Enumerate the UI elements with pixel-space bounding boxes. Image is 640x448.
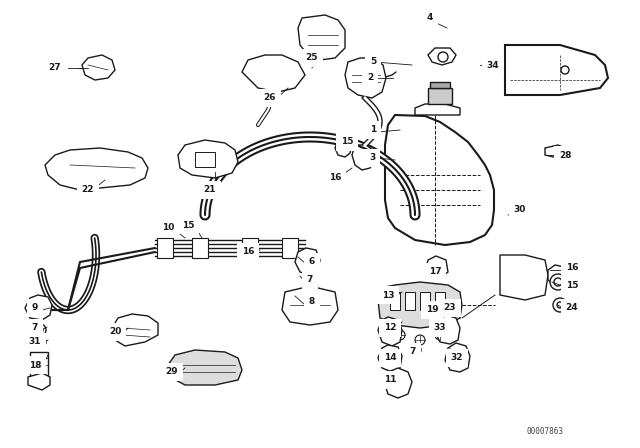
Text: 13: 13 <box>381 290 394 300</box>
Text: 30: 30 <box>514 206 526 215</box>
Text: 28: 28 <box>559 151 572 159</box>
Polygon shape <box>428 48 456 65</box>
Polygon shape <box>345 58 386 98</box>
Polygon shape <box>178 140 238 178</box>
Polygon shape <box>282 238 298 258</box>
Bar <box>390 292 400 310</box>
Text: 33: 33 <box>434 323 446 332</box>
Text: 32: 32 <box>451 353 463 362</box>
Text: 8: 8 <box>309 297 315 306</box>
Text: 18: 18 <box>29 361 41 370</box>
Polygon shape <box>445 343 470 372</box>
Polygon shape <box>378 282 462 328</box>
Circle shape <box>37 339 43 345</box>
Polygon shape <box>168 350 242 385</box>
Circle shape <box>34 324 46 336</box>
Text: 17: 17 <box>429 267 442 276</box>
Polygon shape <box>112 314 158 346</box>
Bar <box>30 352 48 377</box>
Text: 20: 20 <box>109 327 121 336</box>
Text: 12: 12 <box>384 323 396 332</box>
Circle shape <box>550 274 566 290</box>
Text: 7: 7 <box>307 276 313 284</box>
Circle shape <box>412 347 418 353</box>
Polygon shape <box>378 345 402 372</box>
Polygon shape <box>298 15 345 60</box>
Bar <box>405 292 415 310</box>
Circle shape <box>438 52 448 62</box>
Text: 1: 1 <box>370 125 376 134</box>
Text: 21: 21 <box>204 185 216 194</box>
Circle shape <box>554 278 562 286</box>
Text: 00007863: 00007863 <box>527 427 563 436</box>
Text: 27: 27 <box>49 64 61 73</box>
Polygon shape <box>384 368 412 398</box>
Text: 4: 4 <box>427 13 433 22</box>
Polygon shape <box>295 248 320 275</box>
Polygon shape <box>45 148 148 190</box>
Circle shape <box>395 330 405 340</box>
Text: 14: 14 <box>384 353 396 362</box>
Text: 15: 15 <box>566 280 579 289</box>
Text: 5: 5 <box>370 57 376 66</box>
Text: 2: 2 <box>367 73 373 82</box>
Polygon shape <box>282 288 338 325</box>
Text: 6: 6 <box>309 258 315 267</box>
Circle shape <box>561 66 569 74</box>
Polygon shape <box>500 255 548 300</box>
Bar <box>195 152 215 167</box>
Polygon shape <box>25 295 52 320</box>
Text: 34: 34 <box>486 60 499 69</box>
Text: 25: 25 <box>306 53 318 63</box>
Circle shape <box>303 275 313 285</box>
Bar <box>420 292 430 310</box>
Circle shape <box>557 302 563 308</box>
Circle shape <box>553 298 567 312</box>
Polygon shape <box>157 238 173 258</box>
Polygon shape <box>425 256 448 278</box>
Text: 3: 3 <box>369 154 375 163</box>
Polygon shape <box>505 45 608 95</box>
Text: 11: 11 <box>384 375 396 384</box>
Text: 10: 10 <box>162 224 174 233</box>
Polygon shape <box>378 317 402 346</box>
Text: 26: 26 <box>264 94 276 103</box>
Text: 19: 19 <box>426 306 438 314</box>
Text: 15: 15 <box>340 138 353 146</box>
Polygon shape <box>415 104 460 115</box>
Text: 15: 15 <box>182 220 195 229</box>
Text: 29: 29 <box>166 367 179 376</box>
Text: 16: 16 <box>566 263 579 272</box>
Text: 24: 24 <box>566 303 579 313</box>
Polygon shape <box>82 55 115 80</box>
Text: 31: 31 <box>29 337 41 346</box>
Text: 16: 16 <box>242 247 254 257</box>
Text: 22: 22 <box>82 185 94 194</box>
Polygon shape <box>435 315 460 344</box>
Polygon shape <box>548 265 575 285</box>
Text: 23: 23 <box>444 303 456 313</box>
Polygon shape <box>430 82 450 88</box>
Circle shape <box>34 336 46 348</box>
Text: 7: 7 <box>32 323 38 332</box>
Polygon shape <box>352 145 375 170</box>
Polygon shape <box>242 55 305 92</box>
Circle shape <box>415 335 425 345</box>
Circle shape <box>37 327 43 333</box>
Polygon shape <box>28 373 50 390</box>
Text: 16: 16 <box>329 173 341 182</box>
Polygon shape <box>545 145 565 158</box>
Polygon shape <box>242 238 258 258</box>
Polygon shape <box>385 115 494 245</box>
Bar <box>435 292 445 310</box>
Polygon shape <box>192 238 208 258</box>
Circle shape <box>305 277 310 283</box>
Text: 7: 7 <box>410 348 416 357</box>
Circle shape <box>409 344 421 356</box>
Circle shape <box>435 330 445 340</box>
Polygon shape <box>335 138 352 157</box>
Polygon shape <box>428 88 452 104</box>
Text: 9: 9 <box>32 303 38 313</box>
